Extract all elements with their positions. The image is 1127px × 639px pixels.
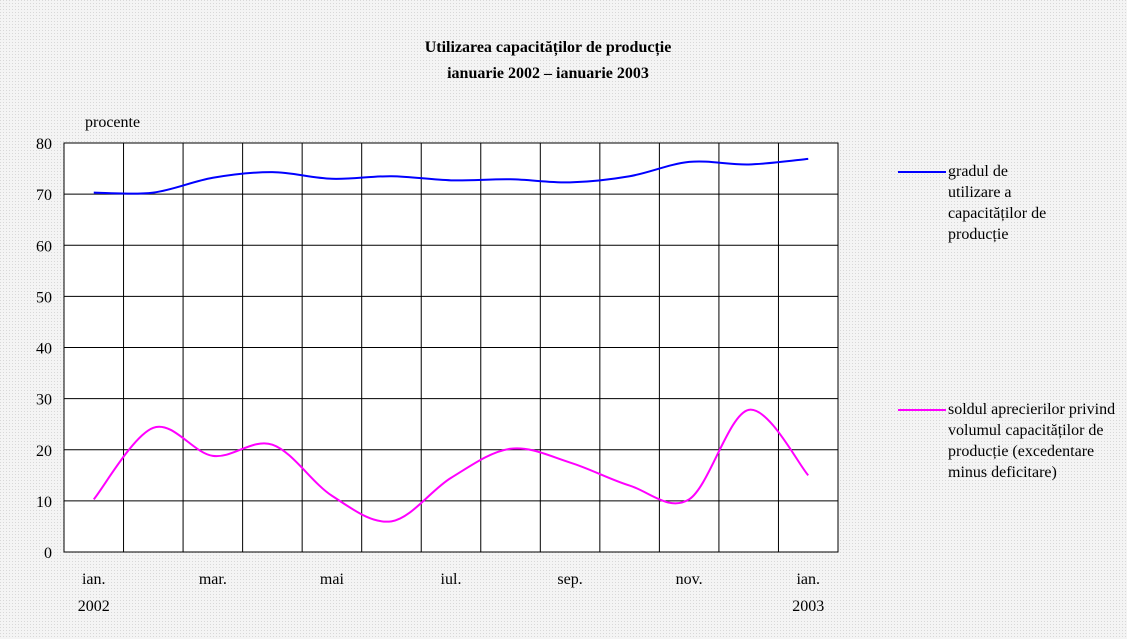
x-tick-label: ian. <box>82 571 106 588</box>
y-tick-label: 40 <box>36 341 52 358</box>
y-tick-label: 80 <box>36 136 52 153</box>
legend-label: soldul aprecierilor privind volumul capa… <box>948 401 1116 481</box>
x-tick-label: 2002 <box>78 598 110 615</box>
x-tick-label: 2003 <box>792 598 824 615</box>
y-tick-label: 0 <box>44 545 52 562</box>
plot-border <box>63 142 839 553</box>
legend-label: gradul de utilizare a capacităților de p… <box>948 163 1047 243</box>
series-line <box>92 408 809 523</box>
y-tick-label: 10 <box>36 494 52 511</box>
chart-title: Utilizarea capacităților de producție <box>425 39 672 57</box>
x-tick-label: iul. <box>441 571 462 588</box>
y-tick-label: 70 <box>36 187 52 204</box>
y-tick-label: 20 <box>36 443 52 460</box>
series-line <box>93 157 809 195</box>
y-axis-label: procente <box>85 114 140 131</box>
y-tick-label: 50 <box>36 289 52 306</box>
y-tick-label: 60 <box>36 238 52 255</box>
chart-subtitle: ianuarie 2002 – ianuarie 2003 <box>447 65 649 82</box>
y-tick-label: 30 <box>36 392 52 409</box>
x-tick-label: mai <box>320 571 345 588</box>
x-tick-label: nov. <box>676 571 703 588</box>
x-tick-label: sep. <box>557 571 582 588</box>
x-tick-label: mar. <box>199 571 227 588</box>
x-tick-label: ian. <box>796 571 820 588</box>
